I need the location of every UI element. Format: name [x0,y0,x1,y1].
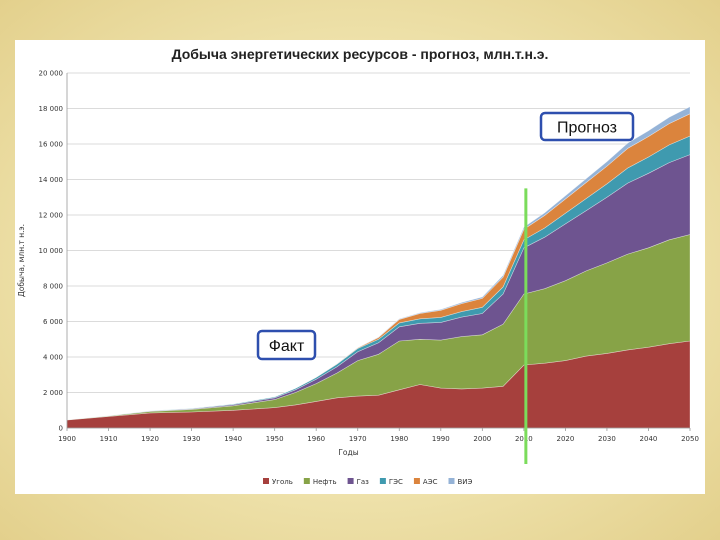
y-tick-label: 10 000 [39,247,64,255]
legend-label: Газ [357,478,370,486]
x-tick-label: 1930 [183,435,201,443]
y-tick-label: 4 000 [43,354,63,362]
x-tick-label: 1970 [349,435,367,443]
legend-label: АЭС [423,478,438,486]
x-tick-label: 1990 [432,435,450,443]
y-tick-label: 20 000 [39,70,64,78]
legend-swatch [347,478,354,484]
chart: Добыча энергетических ресурсов - прогноз… [17,46,699,486]
callout-label: Прогноз [557,120,617,137]
x-tick-label: 1910 [100,435,118,443]
x-tick-label: 2020 [556,435,574,443]
x-tick-label: 2050 [681,435,699,443]
y-tick-label: 6 000 [43,318,63,326]
callouts: Факт Прогноз [256,111,635,361]
y-tick-label: 18 000 [39,105,64,113]
y-tick-label: 8 000 [43,283,63,291]
y-tick-label: 12 000 [39,212,64,220]
x-tick-label: 2030 [598,435,616,443]
legend-swatch [263,478,269,484]
x-tick-label: 1900 [58,435,76,443]
slide-area: Добыча энергетических ресурсов - прогноз… [15,40,705,494]
y-axis: 0 2 000 4 000 6 000 8 000 10 000 12 000 14 000 1… [39,70,68,433]
legend-swatch [303,478,310,484]
legend-swatch [448,478,455,484]
grid [67,72,690,429]
y-axis-title: Добыча, млн.т н.э. [17,224,26,297]
x-tick-label: 1960 [307,435,325,443]
x-tick-label: 1950 [266,435,284,443]
legend: Уголь Нефть Газ ГЭС АЭС ВИЭ [263,478,473,486]
legend-label: Нефть [313,478,337,486]
x-tick-label: 1920 [141,435,159,443]
x-tick-label: 1980 [390,435,408,443]
area-series-ВИЭ [66,106,691,420]
legend-swatch [413,478,420,484]
y-tick-label: 0 [59,425,63,433]
legend-label: Уголь [272,478,293,486]
x-tick-label: 1940 [224,435,242,443]
legend-swatch [379,478,386,484]
x-tick-label: 2040 [640,435,658,443]
callout-label: Факт [269,338,305,355]
y-tick-label: 16 000 [39,141,64,149]
x-axis-title: Годы [338,448,358,457]
x-axis: 1900 1910 1920 1930 1940 1950 1960 1970 1980 1990… [58,427,699,443]
callout-box [539,111,635,142]
y-tick-label: 2 000 [43,389,63,397]
legend-label: ГЭС [389,478,403,486]
y-tick-label: 14 000 [39,176,64,184]
plot-area [66,106,691,429]
callout-box [256,329,317,361]
chart-title: Добыча энергетических ресурсов - прогноз… [172,46,549,62]
x-tick-label: 2000 [473,435,491,443]
legend-label: ВИЭ [458,478,473,486]
x-tick-label: 2010 [515,435,533,443]
